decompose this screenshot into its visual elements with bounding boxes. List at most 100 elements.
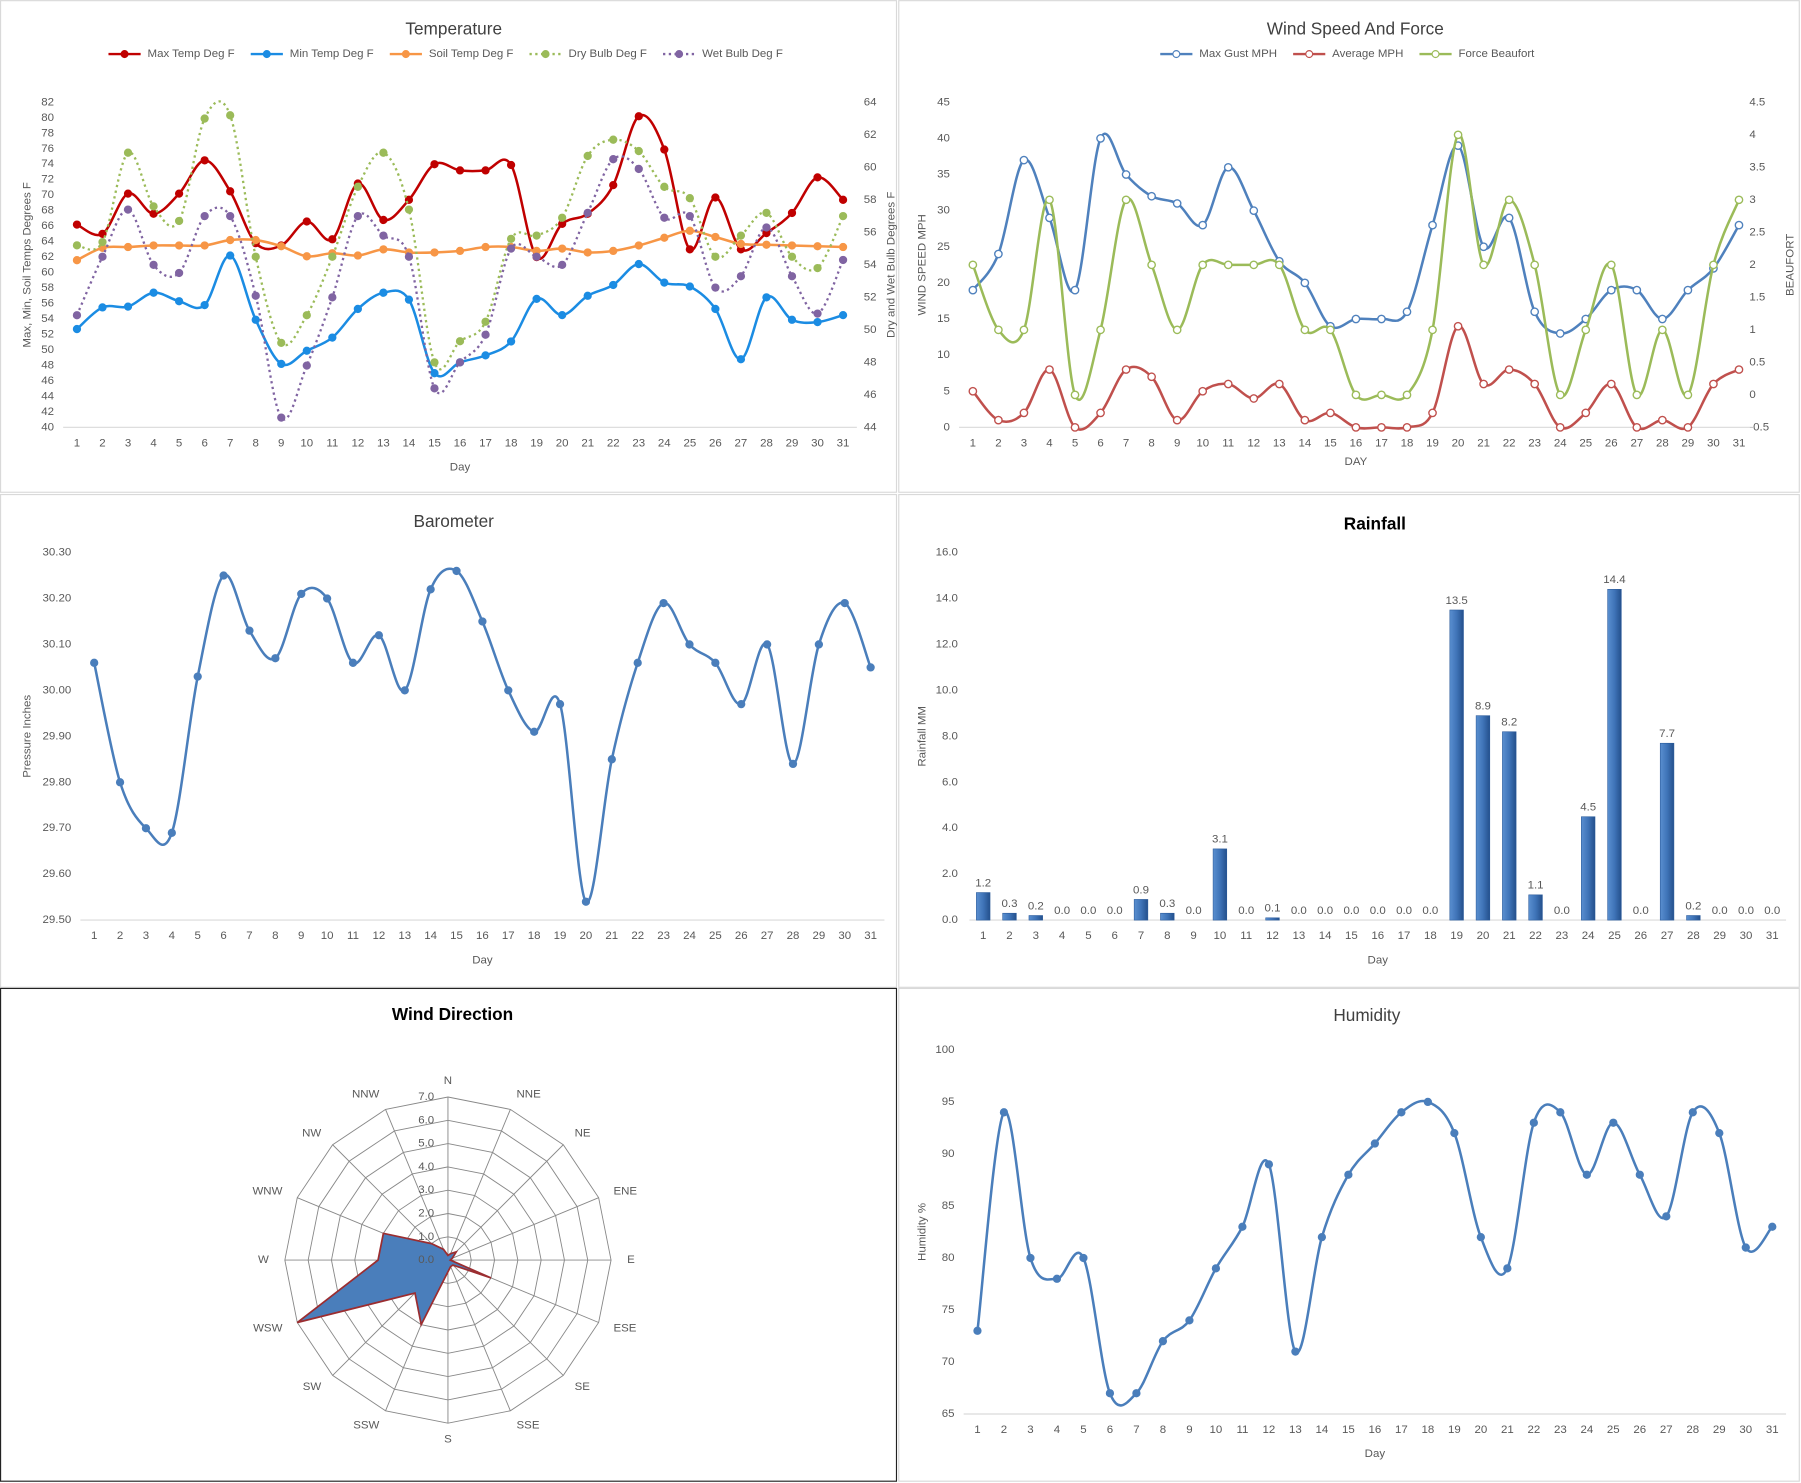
x-tick-label: 26 xyxy=(735,930,748,942)
data-point xyxy=(200,211,209,221)
category-label: E xyxy=(627,1254,635,1266)
data-point xyxy=(711,304,720,314)
y-tick-label: 74 xyxy=(41,158,54,170)
data-point xyxy=(1147,372,1156,382)
data-point xyxy=(1019,408,1029,418)
y2-tick-label: 46 xyxy=(864,389,877,401)
data-point xyxy=(174,268,184,278)
data-point xyxy=(1370,1139,1380,1148)
x-tick-label: 9 xyxy=(1174,437,1180,449)
data-point xyxy=(193,672,202,681)
data-point xyxy=(581,897,591,906)
data-point xyxy=(1768,1222,1777,1231)
data-point xyxy=(141,824,151,833)
data-point xyxy=(353,304,362,314)
x-tick-label: 27 xyxy=(1660,1424,1673,1436)
data-point xyxy=(400,686,409,695)
data-point xyxy=(1453,321,1463,331)
data-point xyxy=(1529,1118,1538,1127)
data-point xyxy=(1172,199,1182,208)
data-point xyxy=(455,246,465,256)
x-tick-label: 4 xyxy=(169,930,176,942)
x-tick-label: 13 xyxy=(1292,930,1305,942)
x-tick-label: 23 xyxy=(1555,930,1568,942)
data-point xyxy=(1238,1222,1247,1231)
data-point xyxy=(555,700,565,709)
x-tick-label: 16 xyxy=(454,437,467,449)
x-tick-label: 2 xyxy=(117,930,123,942)
x-tick-label: 20 xyxy=(580,930,593,942)
x-axis-title: Day xyxy=(1368,954,1389,966)
x-tick-label: 23 xyxy=(632,437,645,449)
y2-tick-label: 1.5 xyxy=(1749,291,1765,303)
x-tick-label: 2 xyxy=(1001,1424,1007,1436)
x-tick-label: 22 xyxy=(1529,930,1542,942)
category-label: ESE xyxy=(613,1323,636,1335)
data-point xyxy=(1121,170,1131,179)
data-point xyxy=(634,112,643,121)
y-tick-label: 80 xyxy=(942,1252,955,1264)
y-tick-label: 100 xyxy=(935,1044,954,1056)
data-point xyxy=(999,1108,1009,1117)
data-label: 4.5 xyxy=(1580,802,1596,814)
data-point xyxy=(1019,155,1029,165)
data-label: 0.0 xyxy=(1343,905,1359,917)
data-point xyxy=(583,151,592,161)
data-point xyxy=(711,232,720,242)
panel xyxy=(898,0,1800,493)
data-point xyxy=(813,173,822,182)
x-tick-label: 1 xyxy=(974,1424,980,1436)
y2-tick-label: 64 xyxy=(864,96,877,108)
data-label: 8.9 xyxy=(1475,700,1491,712)
data-point xyxy=(328,235,337,244)
y-tick-label: 6.0 xyxy=(942,776,958,788)
x-tick-label: 29 xyxy=(1682,437,1695,449)
data-point xyxy=(1479,242,1488,252)
data-point xyxy=(379,148,388,157)
x-tick-label: 17 xyxy=(1395,1424,1408,1436)
data-point xyxy=(1026,1253,1035,1263)
data-point xyxy=(788,759,798,769)
data-point xyxy=(1377,422,1386,432)
data-point xyxy=(762,293,771,302)
data-point xyxy=(1450,1128,1459,1138)
y-tick-label: 54 xyxy=(41,313,54,325)
data-point xyxy=(98,252,107,261)
data-point xyxy=(1147,260,1156,270)
y-tick-label: 14.0 xyxy=(936,593,958,605)
y-axis-title: Humidity % xyxy=(916,1203,928,1261)
category-label: SW xyxy=(303,1381,322,1393)
x-tick-label: 29 xyxy=(812,930,825,942)
x-tick-label: 5 xyxy=(176,437,182,449)
x-tick-label: 13 xyxy=(398,930,411,942)
data-point xyxy=(787,252,797,261)
data-point xyxy=(174,241,184,250)
data-point xyxy=(1249,394,1259,403)
x-tick-label: 25 xyxy=(709,930,722,942)
data-point xyxy=(1317,1233,1327,1242)
x-tick-label: 13 xyxy=(1273,437,1286,449)
data-point xyxy=(1045,195,1054,205)
y-tick-label: 8.0 xyxy=(942,730,958,742)
x-tick-label: 9 xyxy=(278,437,284,449)
x-axis-title: Day xyxy=(1365,1448,1386,1460)
data-point xyxy=(455,166,465,175)
x-tick-label: 25 xyxy=(1607,1424,1620,1436)
data-point xyxy=(711,252,720,261)
x-tick-label: 18 xyxy=(1401,437,1414,449)
data-point xyxy=(558,311,567,320)
data-point xyxy=(353,251,362,260)
data-point xyxy=(762,208,771,217)
bar xyxy=(1449,609,1464,921)
legend-label: Soil Temp Deg F xyxy=(429,48,514,60)
x-tick-label: 22 xyxy=(1503,437,1516,449)
x-tick-label: 30 xyxy=(1739,1424,1752,1436)
x-tick-label: 15 xyxy=(428,437,441,449)
data-point xyxy=(787,241,797,250)
y-tick-label: 40 xyxy=(937,132,950,144)
x-tick-label: 11 xyxy=(1240,930,1252,942)
data-point xyxy=(379,231,388,240)
category-label: WSW xyxy=(253,1323,282,1335)
data-point xyxy=(1344,1170,1353,1179)
data-point xyxy=(1530,260,1540,270)
